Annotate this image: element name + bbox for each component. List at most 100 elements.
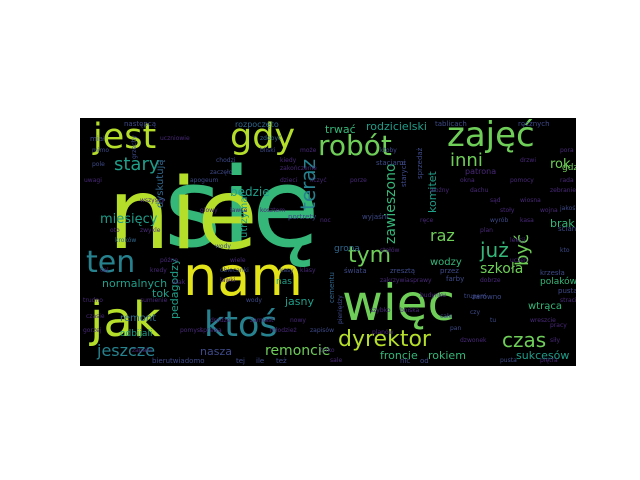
word-65: uwagi bbox=[84, 177, 102, 184]
word-153: stracili bbox=[560, 297, 576, 304]
word-149: głowy bbox=[200, 207, 218, 214]
word-82: drzwi bbox=[520, 157, 536, 164]
word-116: pole bbox=[92, 161, 105, 168]
word-6: jest bbox=[93, 118, 157, 157]
word-71: dzieci bbox=[280, 177, 298, 184]
word-144: stoły bbox=[500, 207, 515, 214]
word-104: czy bbox=[470, 309, 480, 316]
word-101: tej bbox=[236, 357, 245, 365]
word-111: wyrób bbox=[490, 217, 509, 224]
word-166: wiosna bbox=[520, 197, 541, 204]
word-23: jeszcze bbox=[97, 341, 156, 360]
word-113: trupem bbox=[464, 293, 486, 300]
word-140: zapału bbox=[132, 347, 152, 354]
word-42: rok bbox=[550, 157, 571, 172]
word-54: ręcznych bbox=[518, 120, 550, 128]
word-136: krzesła bbox=[540, 269, 565, 277]
word-14: tym bbox=[348, 243, 392, 268]
word-49: nas bbox=[276, 277, 292, 287]
word-57: miał bbox=[90, 135, 106, 143]
word-37: jasny bbox=[285, 295, 315, 308]
word-13: czas bbox=[502, 328, 547, 352]
word-109: portrety bbox=[288, 213, 317, 221]
word-134: tylko bbox=[320, 347, 335, 354]
word-138: sprawa bbox=[200, 327, 222, 334]
word-7: gdy bbox=[230, 118, 296, 157]
word-61: wody bbox=[215, 243, 231, 250]
word-122: zapisów bbox=[310, 327, 335, 334]
word-40: trwać bbox=[325, 123, 356, 136]
word-53: tablicach bbox=[435, 120, 467, 128]
word-103: też bbox=[276, 357, 287, 365]
word-25: miesięcy bbox=[100, 212, 158, 227]
word-cloud: się nie nam więc jak jest gdy zajęć robót ktoś ten… bbox=[80, 118, 576, 366]
word-1: się bbox=[164, 144, 320, 272]
word-164: dachu bbox=[470, 187, 489, 194]
word-21: zawieszono bbox=[383, 163, 399, 244]
word-124: sumienie bbox=[140, 297, 168, 304]
word-64: zakończenie bbox=[280, 165, 317, 172]
word-29: sukcesów bbox=[516, 349, 570, 362]
word-67: lekcji bbox=[510, 237, 526, 244]
word-119: zaczęło bbox=[210, 169, 233, 176]
word-158: zwykle bbox=[140, 227, 161, 234]
word-165: sąd bbox=[490, 197, 501, 204]
word-135: przez bbox=[440, 267, 459, 275]
word-19: inni bbox=[450, 150, 483, 171]
word-96: ktoby bbox=[380, 147, 397, 154]
word-68: czasie bbox=[86, 313, 105, 320]
word-110: pieniędzy bbox=[337, 295, 344, 324]
word-94: patrona bbox=[465, 167, 497, 176]
word-115: grzechy bbox=[131, 135, 138, 159]
word-142: siły bbox=[550, 337, 561, 344]
word-63: uczniowie bbox=[160, 135, 190, 142]
word-117: bliski bbox=[260, 147, 276, 154]
word-85: farby bbox=[446, 275, 465, 283]
word-81: okna bbox=[460, 177, 475, 184]
word-167: wojna bbox=[540, 207, 558, 214]
word-34: odbijali bbox=[120, 329, 153, 339]
word-168: kasa bbox=[520, 217, 534, 224]
word-121: kasy bbox=[280, 267, 294, 274]
word-148: kosztem bbox=[260, 207, 286, 214]
word-152: kredy bbox=[150, 267, 167, 274]
word-27: froncie bbox=[380, 349, 418, 362]
word-95: stacjami bbox=[376, 159, 406, 167]
word-52: następcą bbox=[124, 120, 157, 128]
word-48: wodzy bbox=[430, 257, 462, 268]
word-146: ręce bbox=[420, 217, 434, 224]
word-75: szybko bbox=[370, 307, 391, 314]
word-10: ktoś bbox=[204, 305, 278, 345]
word-159: oto bbox=[110, 227, 120, 234]
word-47: gdzie bbox=[562, 163, 576, 173]
word-163: woźny bbox=[430, 187, 450, 194]
word-131: kiedy bbox=[280, 157, 297, 164]
word-157: pomysł bbox=[180, 327, 202, 334]
word-5: jak bbox=[90, 292, 161, 348]
word-58: mimo bbox=[92, 147, 110, 154]
word-74: dobrze bbox=[480, 277, 501, 284]
word-155: boiska bbox=[400, 307, 420, 314]
word-87: cementu bbox=[328, 272, 336, 303]
word-70: wiele bbox=[230, 257, 246, 264]
word-114: pusta bbox=[500, 357, 517, 364]
word-31: pedagodzy bbox=[168, 258, 181, 319]
word-26: remoncie bbox=[265, 343, 331, 359]
word-83: ławki bbox=[220, 277, 236, 284]
word-161: liczyć bbox=[310, 177, 327, 184]
word-151: cel bbox=[100, 267, 109, 274]
word-143: uczeń bbox=[510, 257, 528, 264]
word-99: nic bbox=[400, 357, 411, 365]
word-3: nam bbox=[183, 245, 303, 308]
word-97: całe bbox=[440, 313, 453, 320]
word-16: już bbox=[480, 238, 509, 262]
word-141: planów bbox=[372, 329, 394, 336]
word-45: polaków bbox=[540, 277, 576, 287]
word-39: tok bbox=[152, 287, 170, 300]
word-12: dyrektor bbox=[338, 327, 431, 352]
word-66: pomocy bbox=[510, 177, 534, 184]
word-28: rokiem bbox=[428, 349, 466, 362]
word-32: normalnych bbox=[102, 277, 168, 290]
word-125: atak bbox=[172, 279, 186, 286]
word-118: chodzi bbox=[216, 157, 236, 164]
